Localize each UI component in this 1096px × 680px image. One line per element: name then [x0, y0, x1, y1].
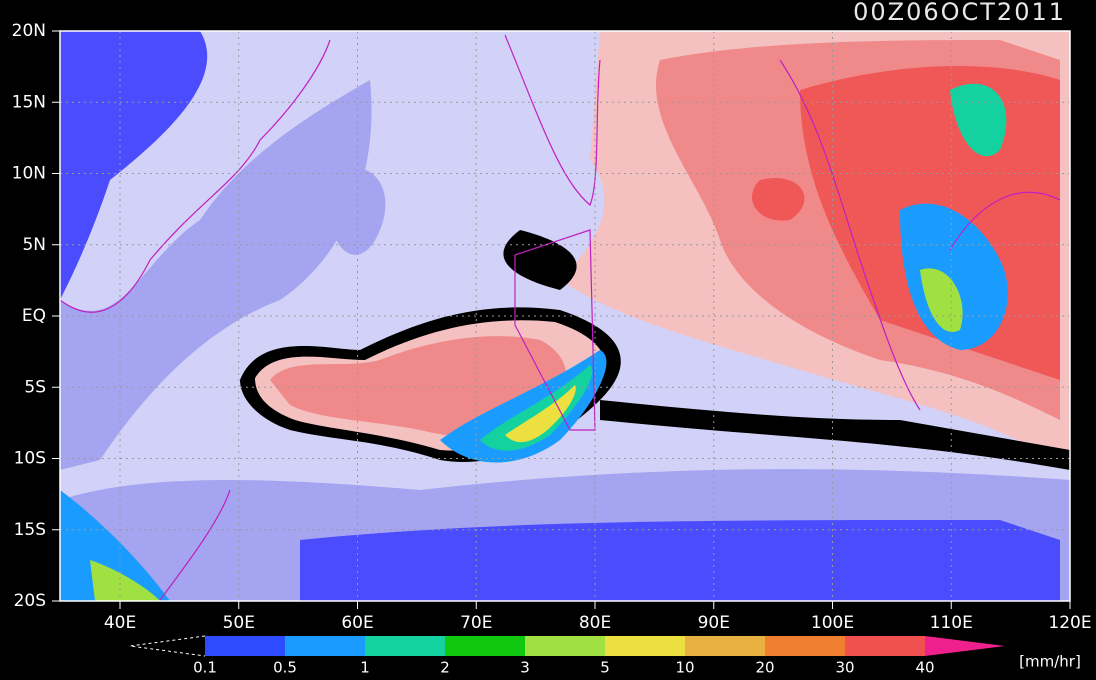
lat-label: EQ [22, 306, 46, 326]
colorbar-label: 2 [440, 659, 450, 677]
colorbar-label: 0.5 [273, 659, 297, 677]
under-triangle [129, 635, 206, 657]
lat-label: 20S [14, 591, 46, 611]
unit-label: [mm/hr] [1019, 653, 1081, 671]
colorbar-segment [205, 636, 285, 656]
lon-label: 50E [223, 613, 255, 633]
colorbar-label: 3 [520, 659, 530, 677]
colorbar-label: 40 [915, 659, 934, 677]
lon-label: 100E [811, 613, 854, 633]
colorbar-label: 30 [835, 659, 854, 677]
lat-label: 5N [22, 235, 46, 255]
lon-label: 80E [579, 613, 611, 633]
lat-label: 20N [12, 21, 46, 41]
map-frame [59, 30, 1071, 602]
lat-label: 5S [24, 377, 46, 397]
colorbar-segment [285, 636, 365, 656]
lon-label: 120E [1048, 613, 1091, 633]
map-title: 00Z06OCT2011 [853, 0, 1066, 26]
colorbar-label: 5 [600, 659, 610, 677]
colorbar-segment [445, 636, 525, 656]
lon-label: 60E [341, 613, 373, 633]
lon-label: 110E [930, 613, 973, 633]
colorbar-segment [365, 636, 445, 656]
lon-label: 40E [104, 613, 136, 633]
lat-label: 10S [14, 449, 46, 469]
colorbar-label: 0.1 [193, 659, 217, 677]
grid: 20N 15N 10N 5N EQ 5S 10S 15S 20S 40E 50E 60E 70E 80E 9… [12, 21, 1092, 633]
colorbar-segment [845, 636, 925, 656]
colorbar-segment [765, 636, 845, 656]
lon-label: 90E [698, 613, 730, 633]
colorbar-label: 20 [755, 659, 774, 677]
colorbar: 0.1 0.5 1 2 3 5 10 20 30 40 [193, 636, 1005, 677]
colorbar-label: 10 [675, 659, 694, 677]
over-triangle [925, 636, 1005, 656]
colorbar-segment [605, 636, 685, 656]
lat-label: 15S [14, 520, 46, 540]
lat-label: 15N [12, 92, 46, 112]
colorbar-segment [685, 636, 765, 656]
colorbar-label: 1 [360, 659, 370, 677]
colorbar-segment [525, 636, 605, 656]
lat-label: 10N [12, 164, 46, 184]
lon-label: 70E [460, 613, 492, 633]
coastlines [59, 34, 1061, 601]
